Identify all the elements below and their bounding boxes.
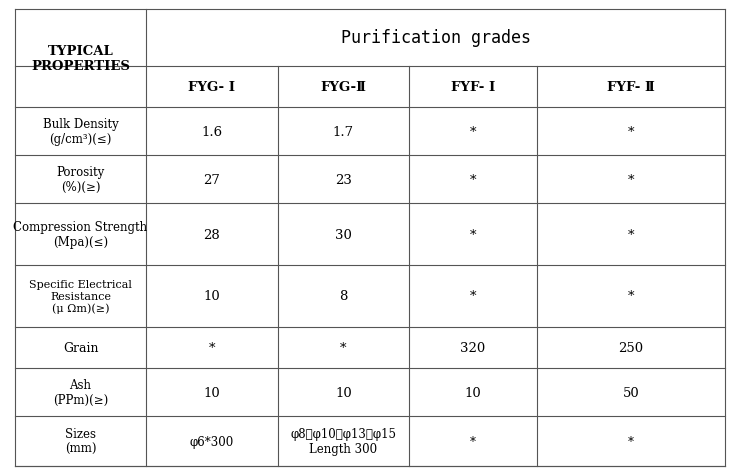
- Text: FYF- Ⅱ: FYF- Ⅱ: [608, 81, 655, 94]
- Text: FYG-Ⅱ: FYG-Ⅱ: [320, 81, 366, 94]
- Text: Sizes
(mm): Sizes (mm): [65, 427, 96, 456]
- Text: 10: 10: [204, 290, 221, 303]
- Text: 320: 320: [460, 341, 485, 354]
- Text: FYF- I: FYF- I: [451, 81, 495, 94]
- Text: Specific Electrical
Resistance
(μ Ωm)(≥): Specific Electrical Resistance (μ Ωm)(≥): [29, 279, 132, 313]
- Text: Ash
(PPm)(≥): Ash (PPm)(≥): [53, 378, 108, 406]
- Text: 1.6: 1.6: [201, 125, 223, 138]
- Text: 23: 23: [335, 173, 352, 186]
- Text: *: *: [470, 125, 477, 138]
- Text: 10: 10: [204, 386, 221, 399]
- Text: *: *: [209, 341, 215, 354]
- Text: FYG- I: FYG- I: [189, 81, 235, 94]
- Text: 27: 27: [204, 173, 221, 186]
- Text: φ8｜φ10｜φ13｜φ15
Length 300: φ8｜φ10｜φ13｜φ15 Length 300: [290, 427, 397, 456]
- Text: 8: 8: [339, 290, 348, 303]
- Text: *: *: [628, 435, 634, 448]
- Text: 50: 50: [622, 386, 639, 399]
- Text: Compression Strength
(Mpa)(≤): Compression Strength (Mpa)(≤): [13, 220, 147, 248]
- Text: *: *: [628, 290, 634, 303]
- Text: 30: 30: [335, 228, 352, 241]
- Text: *: *: [340, 341, 346, 354]
- Text: *: *: [470, 173, 477, 186]
- Text: Porosity
(%)(≥): Porosity (%)(≥): [56, 166, 104, 194]
- Text: Purification grades: Purification grades: [340, 29, 531, 47]
- Text: 10: 10: [465, 386, 482, 399]
- Text: Bulk Density
(g/cm³)(≤): Bulk Density (g/cm³)(≤): [43, 118, 118, 146]
- Text: *: *: [470, 435, 476, 448]
- Text: *: *: [628, 228, 634, 241]
- Text: *: *: [628, 173, 634, 186]
- Text: 10: 10: [335, 386, 352, 399]
- Text: *: *: [470, 228, 477, 241]
- Text: 28: 28: [204, 228, 221, 241]
- Text: TYPICAL
PROPERTIES: TYPICAL PROPERTIES: [31, 45, 130, 73]
- Text: Grain: Grain: [63, 341, 98, 354]
- Text: *: *: [470, 290, 477, 303]
- Text: 250: 250: [619, 341, 644, 354]
- Text: φ6*300: φ6*300: [190, 435, 234, 448]
- Text: *: *: [628, 125, 634, 138]
- Text: 1.7: 1.7: [333, 125, 354, 138]
